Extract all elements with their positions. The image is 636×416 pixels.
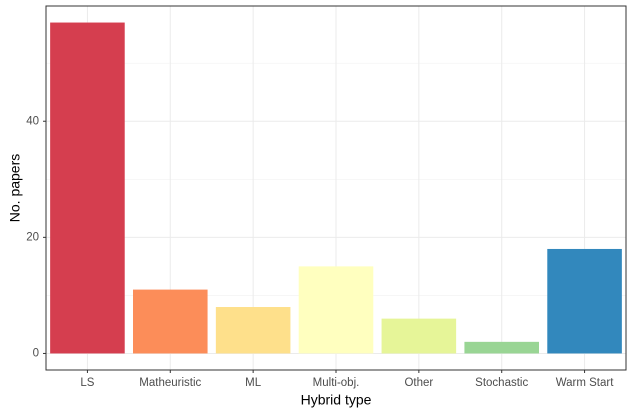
x-tick-label: Stochastic	[475, 377, 528, 389]
x-tick-label: LS	[80, 377, 94, 389]
bar	[50, 22, 125, 354]
bar	[464, 341, 539, 354]
y-tick-label: 20	[26, 231, 39, 243]
bar	[133, 289, 208, 354]
y-tick-label: 40	[26, 115, 39, 127]
panel-border	[45, 5, 627, 371]
x-axis-title: Hybrid type	[301, 392, 372, 408]
x-tick-label: ML	[245, 377, 262, 389]
bar	[215, 307, 291, 354]
bar	[547, 248, 622, 354]
bar	[381, 318, 457, 354]
x-tick-label: Matheuristic	[139, 377, 201, 389]
x-tick-label: Multi-obj.	[313, 377, 360, 389]
y-tick-label: 0	[33, 347, 39, 359]
bar	[298, 266, 374, 354]
x-tick-label: Other	[404, 377, 433, 389]
x-tick-label: Warm Start	[556, 377, 615, 389]
y-axis-title: No. papers	[7, 154, 23, 222]
